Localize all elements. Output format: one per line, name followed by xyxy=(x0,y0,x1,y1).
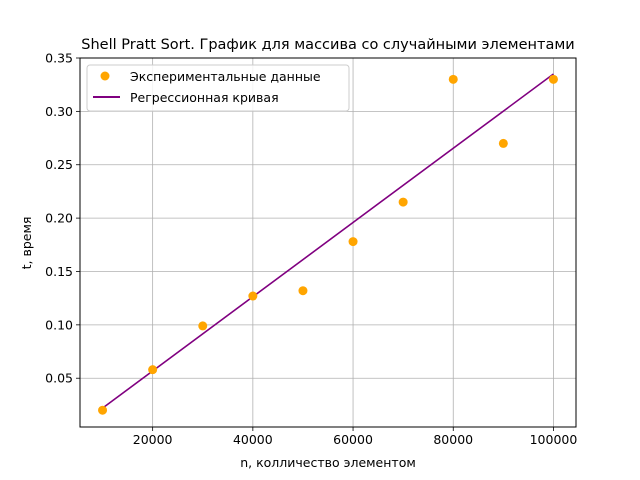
y-tick-label: 0.20 xyxy=(45,211,73,226)
experimental-series xyxy=(98,74,558,415)
y-tick-label: 0.10 xyxy=(45,317,73,332)
data-point xyxy=(298,286,308,296)
legend-label-regression: Регрессионная кривая xyxy=(130,90,279,105)
regression-series xyxy=(102,73,554,409)
x-axis-label: n, колличество элементом xyxy=(240,455,416,470)
legend: Экспериментальные данные Регрессионная к… xyxy=(86,64,350,112)
y-tick-label: 0.25 xyxy=(45,157,73,172)
y-tick-label: 0.05 xyxy=(45,371,73,386)
x-tick-label: 20000 xyxy=(133,432,173,447)
legend-label-experimental: Экспериментальные данные xyxy=(130,69,321,84)
regression-line xyxy=(102,73,554,409)
data-point xyxy=(448,74,458,84)
data-point xyxy=(548,74,558,84)
data-point xyxy=(498,138,508,148)
y-tick-label: 0.15 xyxy=(45,264,73,279)
x-tick-label: 60000 xyxy=(333,432,373,447)
x-axis: 20000 40000 60000 80000 100000 xyxy=(133,427,578,447)
data-point xyxy=(98,405,108,415)
data-point xyxy=(198,321,208,331)
data-point xyxy=(148,365,158,375)
x-tick-label: 100000 xyxy=(530,432,578,447)
chart-title: Shell Pratt Sort. График для массива со … xyxy=(81,37,574,53)
y-tick-label: 0.30 xyxy=(45,104,73,119)
data-point xyxy=(348,237,358,247)
plot-area-frame xyxy=(79,57,577,428)
x-tick-label: 80000 xyxy=(433,432,473,447)
legend-box xyxy=(86,64,350,112)
x-tick-label: 40000 xyxy=(233,432,273,447)
y-axis: 0.05 0.10 0.15 0.20 0.25 0.30 0.35 xyxy=(45,51,80,386)
legend-marker-experimental xyxy=(100,71,110,81)
data-point xyxy=(248,291,258,301)
data-point xyxy=(398,197,408,207)
y-tick-label: 0.35 xyxy=(45,51,73,66)
y-axis-label: t, время xyxy=(19,217,34,270)
